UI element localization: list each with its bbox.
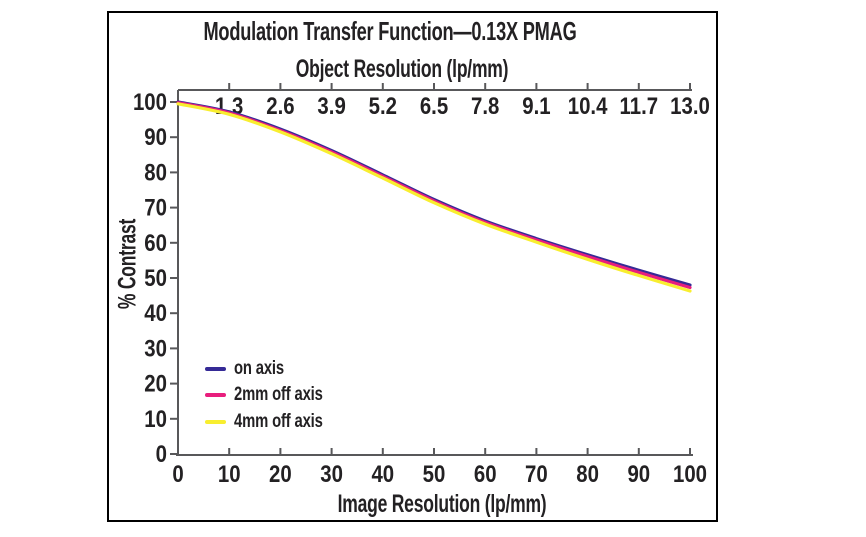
legend-label-4mm-off-axis: 4mm off axis	[234, 411, 323, 432]
top-axis-tick-label: 5.2	[369, 92, 397, 119]
legend-item-on-axis: on axis	[205, 358, 298, 379]
legend-item-4mm-off-axis: 4mm off axis	[205, 411, 348, 432]
legend-item-2mm-off-axis: 2mm off axis	[205, 384, 348, 405]
y-axis-tick-label: 0	[156, 440, 167, 467]
legend-label-2mm-off-axis: 2mm off axis	[234, 384, 323, 405]
legend-swatch-on-axis	[205, 367, 226, 371]
y-axis-tick-label: 10	[144, 405, 167, 432]
x-axis-tick-label: 10	[218, 460, 241, 487]
top-axis-tick-label: 11.7	[620, 92, 659, 119]
top-axis-tick-label: 13.0	[670, 92, 710, 119]
series-line-4mm-off-axis	[176, 102, 692, 293]
chart-title: Modulation Transfer Function—0.13X PMAG	[203, 16, 577, 46]
top-axis-tick-label: 9.1	[522, 92, 550, 119]
legend-label-on-axis: on axis	[234, 358, 284, 379]
top-axis-tick-label: 3.9	[317, 92, 345, 119]
y-axis-tick-label: 50	[144, 264, 167, 291]
x-axis-tick-label: 90	[627, 460, 650, 487]
x-axis-tick-label: 60	[474, 460, 497, 487]
x-axis-tick-label: 30	[320, 460, 343, 487]
y-axis-tick-label: 70	[144, 194, 167, 221]
y-axis-tick-label: 20	[144, 370, 167, 397]
series-line-on-axis	[176, 100, 692, 287]
top-axis-tick-label: 10.4	[568, 92, 608, 119]
x-axis-tick-label: 80	[576, 460, 599, 487]
x-axis-tick-label: 70	[525, 460, 548, 487]
y-axis-tick-label: 60	[144, 229, 167, 256]
x-axis-tick-label: 100	[673, 460, 707, 487]
series-line-2mm-off-axis	[176, 101, 692, 290]
y-axis-tick-label: 90	[144, 124, 167, 151]
y-axis-tick-label: 30	[144, 335, 167, 362]
x-axis-tick-label: 50	[423, 460, 446, 487]
x-axis-tick-label: 0	[172, 460, 183, 487]
x-axis-tick-label: 20	[269, 460, 292, 487]
chart-panel: Modulation Transfer Function—0.13X PMAG …	[107, 11, 718, 522]
y-axis-tick-label: 40	[144, 300, 167, 327]
legend-swatch-4mm-off-axis	[205, 420, 226, 424]
legend-swatch-2mm-off-axis	[205, 393, 226, 397]
y-axis-tick-label: 100	[133, 88, 167, 115]
x-axis-label: Image Resolution (lp/mm)	[337, 490, 547, 518]
y-axis-tick-label: 80	[144, 159, 167, 186]
x-axis-tick-label: 40	[371, 460, 394, 487]
top-axis-tick-label: 6.5	[420, 92, 448, 119]
top-axis-tick-label: 2.6	[266, 92, 294, 119]
top-axis-tick-label: 7.8	[471, 92, 499, 119]
top-axis-label: Object Resolution (lp/mm)	[295, 55, 509, 83]
plot-canvas: 1.3 2.6 3.9 5.2 6.5 7.8 9.1 10.4 11.7 13.00102030…	[133, 83, 710, 487]
